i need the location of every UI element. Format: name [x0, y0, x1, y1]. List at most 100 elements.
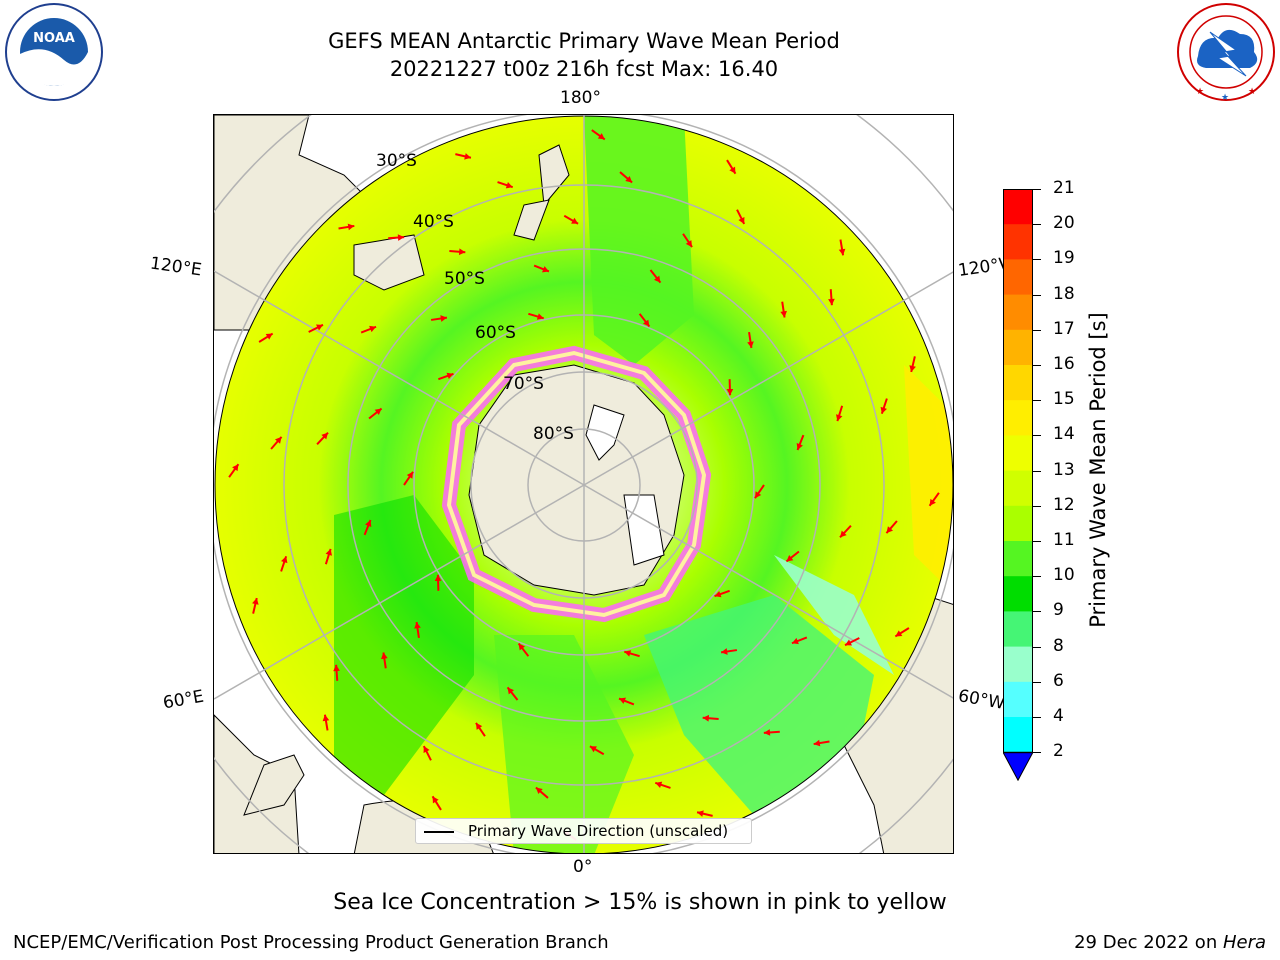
wave-arrow-head [518, 643, 526, 651]
wave-arrow-head [886, 526, 894, 534]
colorbar-tick-mark [1033, 294, 1041, 296]
footer-right: 29 Dec 2022 on Hera [1074, 932, 1266, 953]
colorbar-tick-mark [1033, 752, 1041, 754]
colorbar-tick-label: 18 [1053, 283, 1075, 304]
wave-arrow-head [432, 796, 439, 804]
wave-arrow-head [653, 275, 661, 283]
svg-text:★: ★ [1221, 93, 1229, 102]
wave-arrow-head [434, 574, 442, 582]
colorbar-tick-label: 2 [1053, 741, 1064, 762]
wave-arrow-head [763, 729, 771, 736]
wave-arrow-head [325, 548, 333, 556]
polar-map-svg [214, 115, 953, 853]
lon-label-120e: 120°E [148, 253, 203, 281]
wave-arrow-head [464, 153, 471, 160]
colorbar-segment [1003, 189, 1033, 225]
wave-arrow-head [414, 622, 421, 629]
colorbar-tick-label: 4 [1053, 706, 1064, 726]
wave-arrow-head [589, 746, 597, 753]
map-title: GEFS MEAN Antarctic Primary Wave Mean Pe… [200, 27, 968, 83]
colorbar-tick-mark [1033, 541, 1041, 542]
colorbar-segment [1003, 365, 1033, 401]
wave-arrow-head [738, 216, 745, 224]
wave-arrow-head [446, 372, 454, 380]
colorbar-tick-label: 12 [1053, 494, 1075, 515]
lon-label-180: 180° [560, 88, 601, 108]
colorbar-tick-label: 21 [1053, 178, 1075, 198]
svg-text:★: ★ [1248, 87, 1256, 97]
wave-arrow-head [685, 240, 693, 248]
wave-direction-arrows [228, 129, 940, 841]
wave-arrow-head [839, 530, 847, 538]
colorbar-segment [1003, 294, 1033, 331]
wave-arrow-head [813, 739, 821, 747]
wave-arrow-head [835, 414, 843, 422]
colorbar-tick-label: 10 [1053, 565, 1075, 586]
wave-arrow-head [838, 248, 846, 256]
wave-arrow-head [536, 313, 544, 320]
colorbar-tick-mark [1033, 611, 1041, 613]
wave-arrow-head [281, 556, 288, 564]
wave-arrow-head [315, 324, 323, 331]
wave-arrow-head [780, 310, 787, 318]
lat-label-40s: 40°S [413, 212, 454, 232]
colorbar-segment [1003, 435, 1033, 472]
wave-arrow-head [845, 639, 853, 646]
colorbar-tick-label: 8 [1053, 635, 1064, 656]
colorbar-segment [1003, 681, 1033, 718]
colorbar-segment [1003, 329, 1033, 366]
colorbar-tick-label: 17 [1053, 318, 1075, 339]
wave-arrow-head [374, 408, 382, 416]
wave-arrow-head [321, 432, 329, 440]
colorbar-tick-mark [1033, 470, 1041, 472]
colorbar-segment [1003, 611, 1033, 648]
wave-arrow-head [423, 746, 430, 754]
nws-logo: ★ ★ ★ [1176, 2, 1276, 103]
colorbar-tick-mark [1033, 189, 1041, 190]
wave-arrow-head [571, 217, 579, 224]
wave-arrow-head [791, 637, 799, 645]
colorbar-segment [1003, 259, 1033, 296]
colorbar-extend-triangle [1002, 751, 1034, 782]
wave-arrow-head [597, 133, 605, 140]
wave-arrow-head [333, 664, 340, 672]
colorbar-tick-label: 13 [1053, 459, 1075, 480]
wave-arrow-head [535, 787, 543, 795]
colorbar-segment [1003, 576, 1033, 612]
colorbar-segment [1003, 470, 1033, 507]
colorbar-tick-label: 11 [1053, 530, 1075, 550]
wave-arrow-head [322, 714, 330, 722]
wave-arrow-head [265, 333, 273, 340]
colorbar-tick-mark [1033, 646, 1041, 648]
colorbar-segment [1003, 646, 1033, 683]
colorbar-tick-mark [1033, 505, 1041, 507]
wave-arrow-head [232, 464, 239, 472]
wave-arrow-head [369, 325, 377, 333]
wave-arrow-head [747, 341, 754, 348]
lon-label-60w: 60°W [956, 686, 1007, 714]
wave-arrow-head [507, 687, 515, 695]
lat-label-30s: 30°S [376, 151, 417, 171]
colorbar-segment [1003, 400, 1033, 436]
wave-arrow-head [714, 590, 722, 598]
wave-arrow-head [729, 166, 736, 174]
colorbar-tick-label: 15 [1053, 389, 1075, 410]
polar-map [213, 114, 954, 854]
lat-label-60s: 60°S [475, 323, 516, 343]
colorbar-tick-mark [1033, 224, 1041, 226]
colorbar-tick-mark [1033, 329, 1041, 331]
wave-arrow-head [505, 182, 513, 189]
wave-arrow-head [458, 248, 466, 256]
colorbar-tick-mark [1033, 259, 1041, 261]
colorbar-tick-mark [1033, 681, 1041, 683]
colorbar-tick-label: 19 [1053, 248, 1075, 269]
colorbar-tick-mark [1033, 400, 1041, 402]
colorbar-segment [1003, 505, 1033, 542]
wave-arrow-head [252, 598, 259, 605]
footer-date: 29 Dec 2022 on [1074, 932, 1223, 953]
wave-arrow-head [754, 491, 762, 499]
colorbar-tick-mark [1033, 435, 1041, 437]
wave-arrow-head [624, 650, 632, 657]
map-legend: Primary Wave Direction (unscaled) [415, 818, 752, 844]
title-line-2: 20221227 t00z 216h fcst Max: 16.40 [389, 57, 779, 81]
